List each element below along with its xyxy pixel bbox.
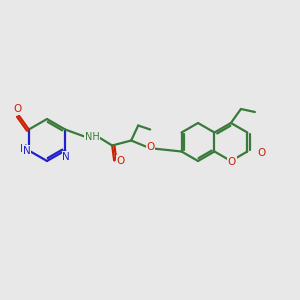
- Text: O: O: [146, 142, 154, 152]
- Text: N: N: [62, 152, 70, 161]
- Text: O: O: [14, 104, 22, 115]
- Text: NH: NH: [85, 131, 100, 142]
- Text: H: H: [20, 145, 28, 154]
- Text: N: N: [23, 146, 31, 155]
- Text: O: O: [116, 155, 124, 166]
- Text: O: O: [228, 157, 236, 167]
- Text: O: O: [257, 148, 266, 158]
